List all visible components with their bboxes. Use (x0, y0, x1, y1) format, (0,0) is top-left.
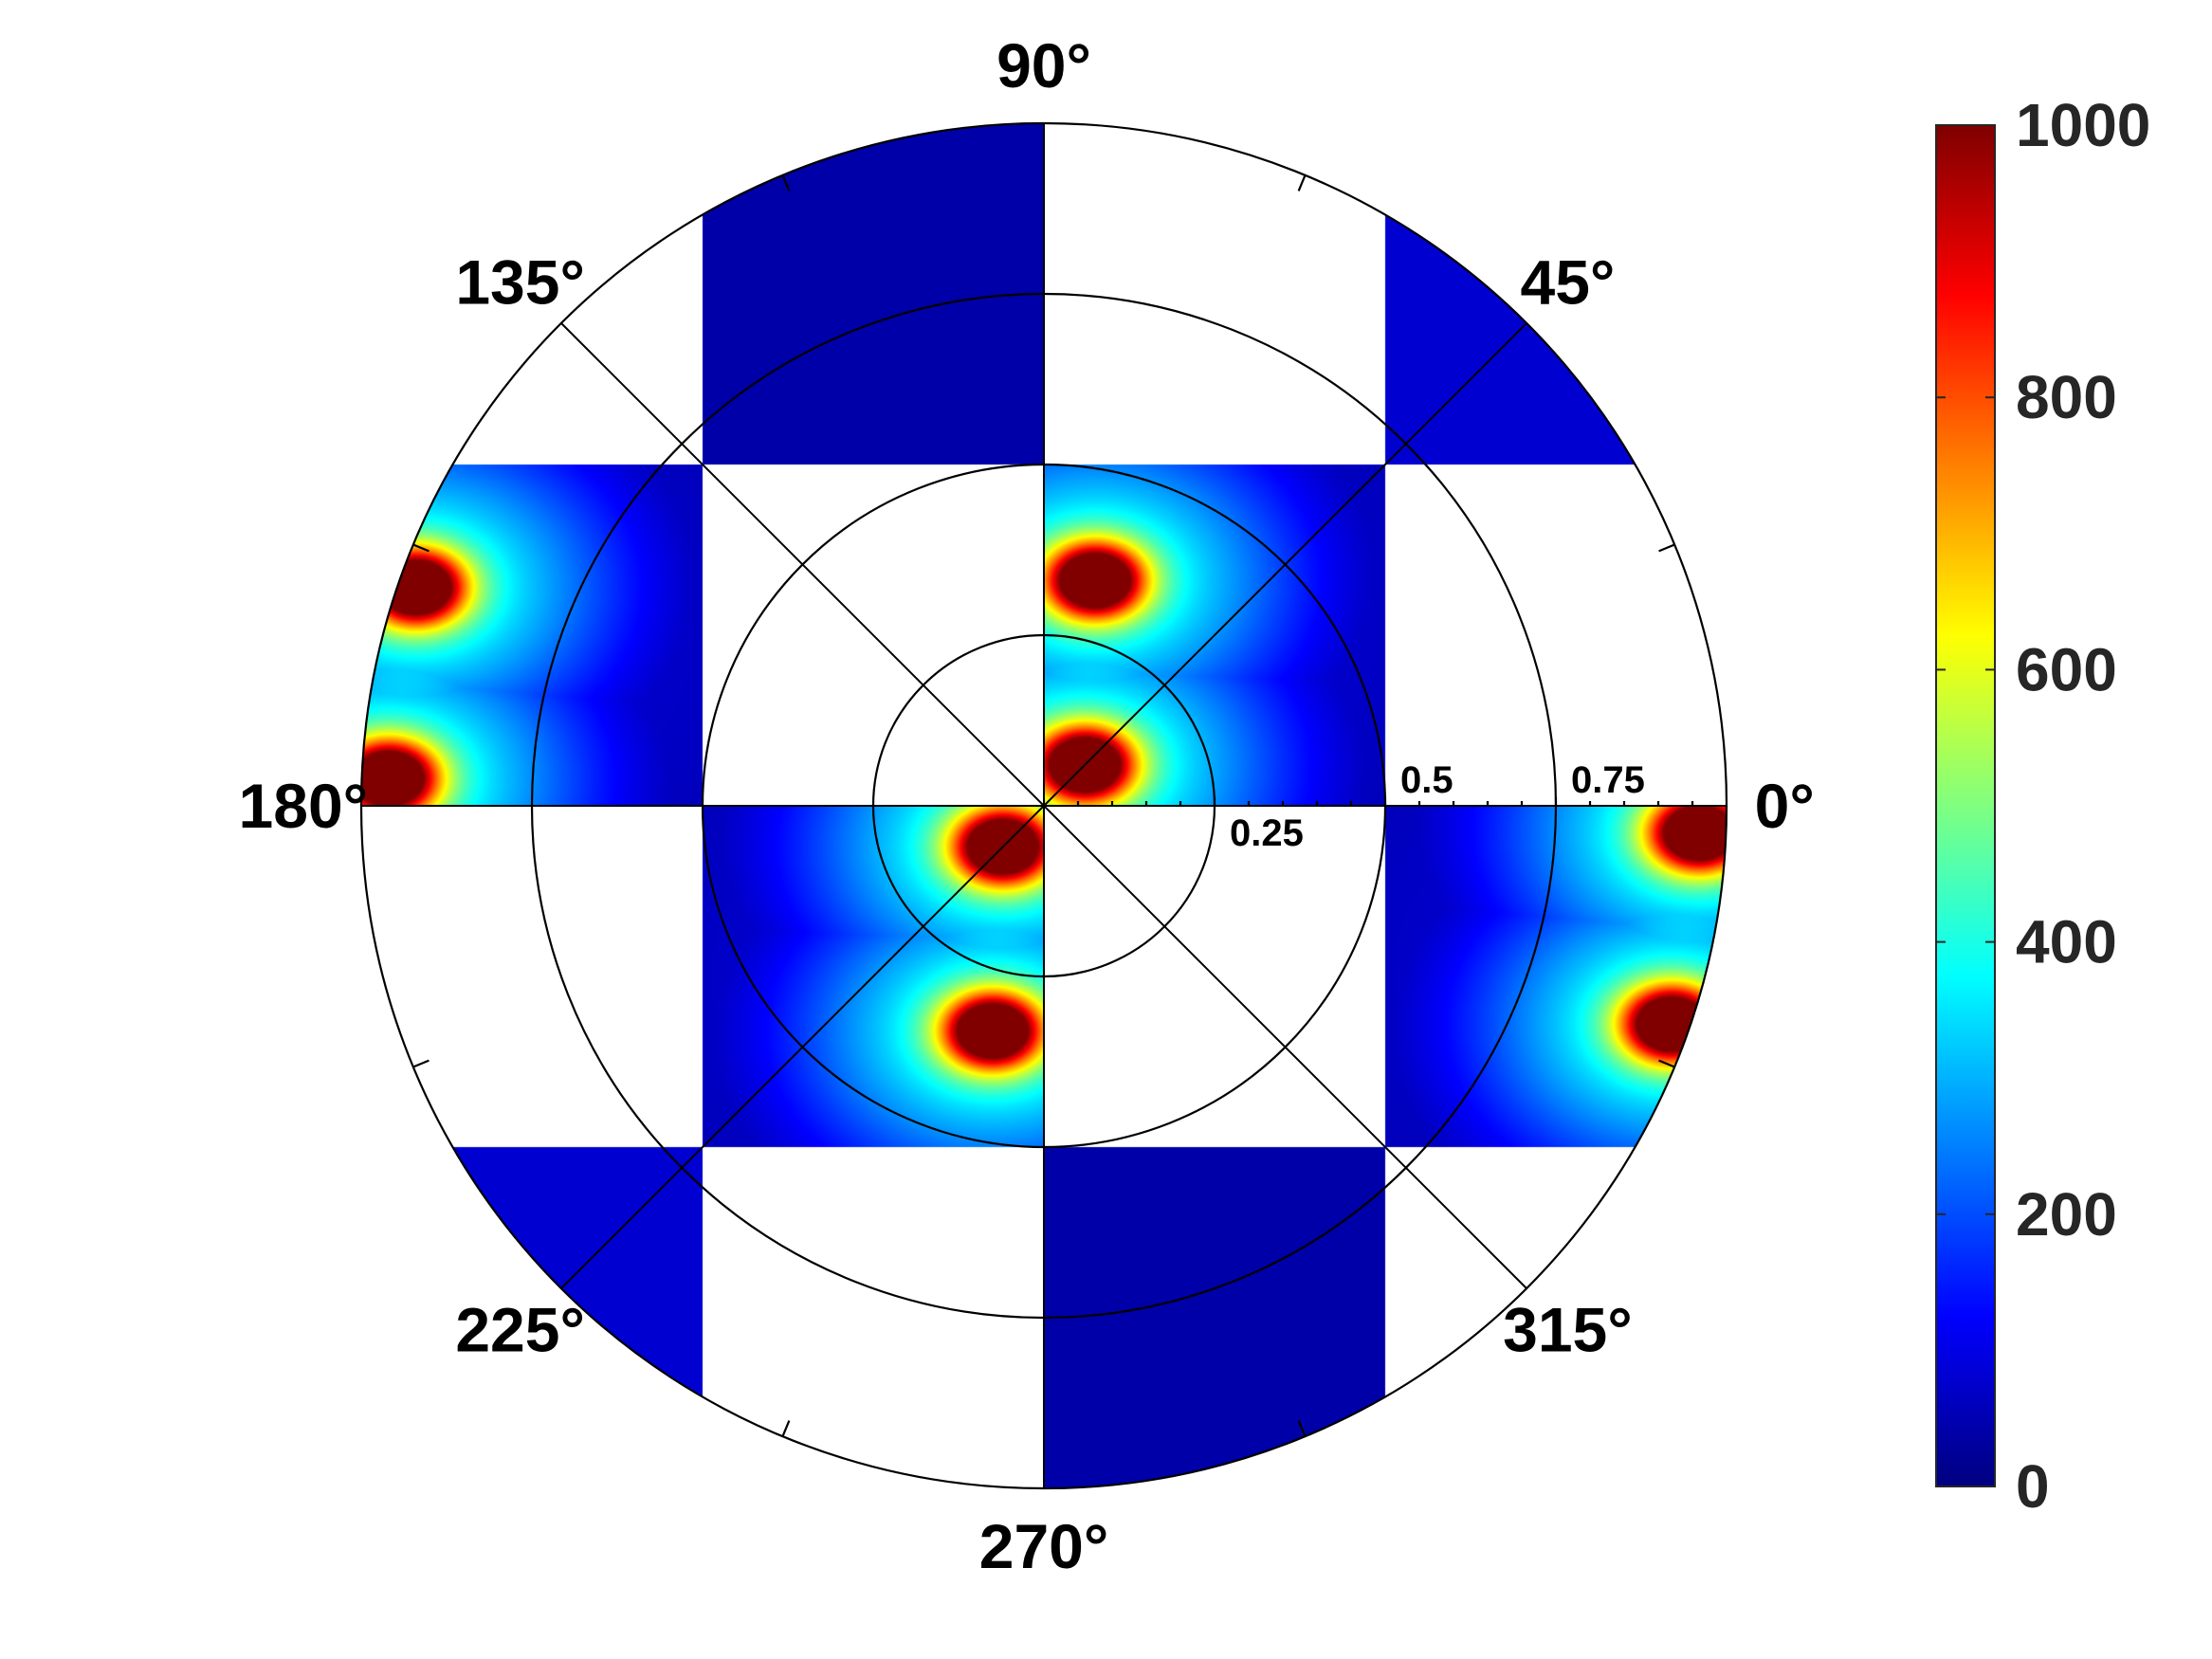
angular-tick-label: 0° (1755, 771, 1815, 841)
angular-tick-label: 135° (455, 247, 585, 318)
radial-tick-label: 0.75 (1571, 759, 1645, 801)
colorbar-tick-label: 1000 (2016, 91, 2150, 159)
angular-tick (412, 1059, 430, 1068)
angular-tick-label: 270° (979, 1511, 1109, 1581)
radial-tick-label: 0.5 (1400, 759, 1453, 801)
colorbar-tick-label: 400 (2016, 908, 2117, 976)
angular-tick (1658, 1059, 1675, 1068)
colorbar-gradient (1935, 124, 1996, 1487)
angular-tick (1658, 543, 1675, 553)
colorbar-tick-label: 200 (2016, 1180, 2117, 1249)
angular-tick (412, 543, 430, 553)
angular-tick (1297, 1420, 1307, 1437)
angular-grid-spokes (361, 123, 1727, 1488)
angular-tick (1297, 174, 1307, 191)
angular-tick-label: 90° (996, 30, 1091, 100)
angular-tick-label: 225° (455, 1294, 585, 1364)
colorbar: 0 200 400 600 800 1000 (1935, 91, 2150, 1521)
grid-spoke (560, 322, 1527, 1289)
angular-tick-labels: 0° 45° 90° 135° 180° 225° 270° 315° (239, 30, 1815, 1581)
angular-minor-ticks (412, 174, 1675, 1437)
angular-tick (781, 1420, 791, 1437)
angular-tick (781, 174, 791, 191)
angular-tick-label: 315° (1503, 1294, 1633, 1364)
colorbar-tick-label: 0 (2016, 1452, 2050, 1521)
colorbar-ticks (1936, 124, 1995, 1487)
colorbar-tick-label: 800 (2016, 363, 2117, 431)
colorbar-tick-labels: 0 200 400 600 800 1000 (2016, 91, 2150, 1521)
angular-tick-label: 45° (1520, 247, 1615, 318)
radial-tick-label: 0.25 (1230, 812, 1304, 854)
angular-tick-label: 180° (239, 771, 369, 841)
radial-ticks (1076, 797, 1694, 806)
colorbar-tick-label: 600 (2016, 635, 2117, 703)
plot-area: 0° 45° 90° 135° 180° 225° 270° 315° 0.25 0.5 0.75 (239, 30, 1815, 1581)
radial-tick-labels: 0.25 0.5 0.75 (1230, 759, 1645, 854)
